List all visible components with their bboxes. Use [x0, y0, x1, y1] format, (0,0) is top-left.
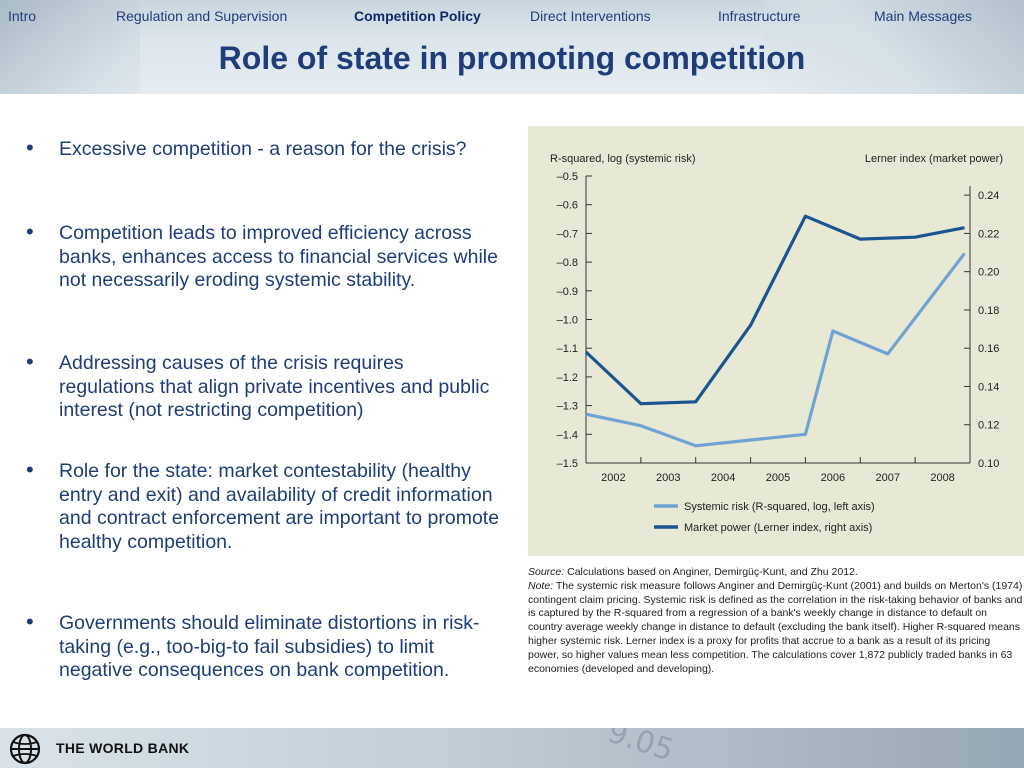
left-tick-label: –0.9 — [557, 286, 578, 298]
right-axis-label: Lerner index (market power) — [865, 153, 1003, 165]
left-tick-label: –1.0 — [557, 315, 578, 327]
left-tick-label: –1.2 — [557, 372, 578, 384]
chart-panel: R-squared, log (systemic risk) Lerner in… — [528, 126, 1024, 556]
left-tick-label: –1.1 — [557, 343, 578, 355]
legend-label: Market power (Lerner index, right axis) — [684, 522, 872, 534]
nav-item-main-messages[interactable]: Main Messages — [874, 8, 973, 24]
org-name: THE WORLD BANK — [56, 740, 190, 756]
chart-legend: Systemic risk (R-squared, log, left axis… — [654, 501, 875, 534]
nav-item-regulation-supervision[interactable]: Regulation and Supervision — [116, 8, 288, 24]
left-axis-label: R-squared, log (systemic risk) — [550, 153, 695, 165]
left-tick-label: –1.5 — [557, 458, 578, 470]
note-label: Note: — [528, 579, 554, 592]
x-tick-label: 2007 — [875, 472, 899, 484]
bullet-text: Role for the state: market contestabilit… — [59, 460, 500, 553]
nav-item-direct-interventions[interactable]: Direct Interventions — [530, 8, 651, 24]
header-banner: Intro Regulation and Supervision Competi… — [0, 0, 1024, 94]
x-tick-label: 2006 — [821, 472, 845, 484]
header-texture-left — [0, 0, 140, 94]
bullet-text: Addressing causes of the crisis requires… — [59, 352, 490, 421]
line-chart: R-squared, log (systemic risk) Lerner in… — [550, 153, 1003, 534]
footer-bar: 9.05 THE WORLD BANK — [0, 728, 1024, 768]
left-tick-label: –0.6 — [557, 200, 578, 212]
left-tick-label: –0.7 — [557, 228, 578, 240]
note-line: Note: The systemic risk measure follows … — [528, 580, 1024, 677]
right-tick-label: 0.14 — [978, 381, 999, 393]
nav-item-competition-policy[interactable]: Competition Policy — [354, 8, 481, 24]
chart-source-note: Source: Calculations based on Anginer, D… — [528, 566, 1024, 676]
bullet-text: Governments should eliminate distortions… — [59, 612, 480, 681]
bullet-text: Competition leads to improved efficiency… — [59, 222, 498, 291]
left-tick-label: –1.3 — [557, 401, 578, 413]
top-navigation: Intro Regulation and Supervision Competi… — [0, 6, 1024, 28]
bullet-dot: • — [26, 609, 34, 634]
bullet-dot: • — [26, 219, 34, 244]
header-texture-right — [764, 0, 1024, 94]
bullet-dot: • — [26, 135, 34, 160]
world-bank-globe-icon — [9, 733, 41, 765]
source-label: Source: — [528, 566, 565, 578]
chart-series — [584, 214, 966, 448]
series-line-systemic-risk — [585, 252, 966, 448]
left-tick-label: –0.8 — [557, 257, 578, 269]
left-tick-label: –0.5 — [557, 171, 578, 183]
bullet-text: Excessive competition - a reason for the… — [59, 138, 467, 160]
slide-title: Role of state in promoting competition — [218, 40, 806, 76]
right-tick-label: 0.18 — [978, 305, 999, 317]
note-text: The systemic risk measure follows Angine… — [528, 579, 1023, 675]
x-tick-label: 2003 — [656, 472, 680, 484]
right-tick-label: 0.16 — [978, 343, 999, 355]
right-tick-label: 0.12 — [978, 420, 999, 432]
right-tick-label: 0.20 — [978, 267, 999, 279]
right-tick-label: 0.24 — [978, 190, 999, 202]
nav-item-infrastructure[interactable]: Infrastructure — [718, 8, 801, 24]
x-tick-label: 2004 — [711, 472, 735, 484]
source-text: Calculations based on Anginer, Demirgüç-… — [564, 566, 858, 578]
bullet-dot: • — [26, 457, 34, 482]
x-tick-label: 2002 — [601, 472, 625, 484]
right-tick-label: 0.22 — [978, 228, 999, 240]
banknote-texture: 9.05 — [603, 728, 678, 768]
bullet-dot: • — [26, 349, 34, 374]
right-tick-label: 0.10 — [978, 458, 999, 470]
source-line: Source: Calculations based on Anginer, D… — [528, 566, 1024, 580]
left-tick-label: –1.4 — [557, 429, 578, 441]
x-tick-label: 2008 — [930, 472, 954, 484]
x-tick-label: 2005 — [766, 472, 790, 484]
nav-item-intro[interactable]: Intro — [8, 8, 37, 24]
chart-axes: –0.5 –0.6 –0.7 –0.8 –0.9 –1.0 –1.1 –1.2 –1.3 –1.4… — [557, 171, 1000, 484]
series-line-market-power — [584, 214, 965, 406]
legend-label: Systemic risk (R-squared, log, left axis… — [684, 501, 875, 513]
